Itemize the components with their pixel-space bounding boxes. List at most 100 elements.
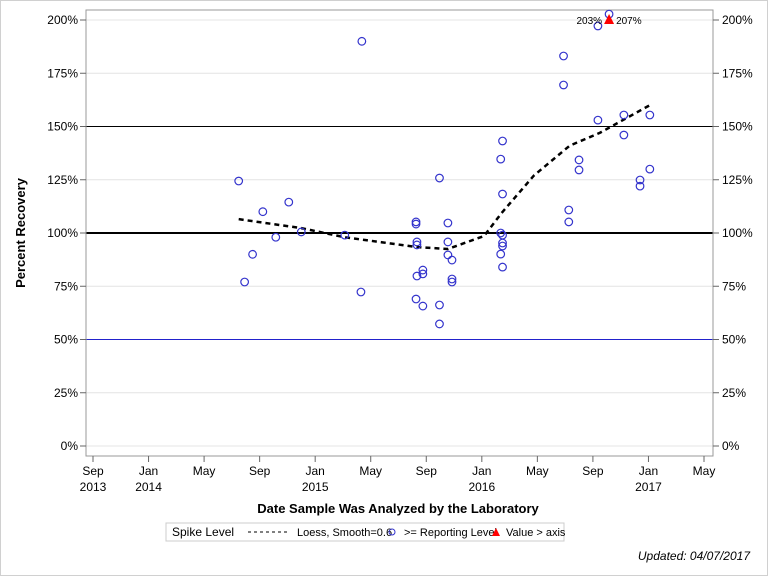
data-point [498,238,507,248]
data-point [498,262,507,272]
legend-triangle-swatch [492,528,500,536]
reference-lines [86,126,713,340]
data-point [496,249,506,259]
updated-text: Updated: 04/07/2017 [638,549,751,563]
y-tick-label-right: 25% [722,386,746,400]
x-axis-title: Date Sample Was Analyzed by the Laborato… [257,501,539,516]
data-point [412,240,422,250]
data-point [340,230,350,240]
data-point [619,130,629,140]
data-point [443,250,453,260]
legend-box [165,522,565,542]
x-tick-label: May [693,464,716,478]
x-tick-year-label: 2015 [302,480,329,494]
x-tick-label: Sep [82,464,104,478]
y-tick-label-right: 0% [722,439,740,453]
y-tick-label: 0% [61,439,79,453]
legend: Spike Level Loess, Smooth=0.6 >= Reporti… [165,522,566,542]
data-point [498,241,507,251]
y-tick-label: 25% [54,386,78,400]
data-point [496,154,506,164]
y-axis-title: Percent Recovery [13,177,28,288]
data-point [498,189,507,199]
data-point [496,228,506,238]
x-axis-ticks: Sep 2013 Jan 2014 May Sep Jan 2015 May Sep Jan 2016… [80,456,716,494]
x-tick-label: Sep [249,464,271,478]
y-tick-label-right: 200% [722,13,753,27]
y-tick-label-right: 125% [722,173,753,187]
y-tick-label: 200% [47,13,78,27]
x-tick-label: Jan [139,464,158,478]
x-tick-label: Jan [472,464,491,478]
data-point [447,255,457,265]
annotation-label: 207% [616,16,642,27]
data-point [412,237,422,247]
data-point [645,110,655,120]
annotation-label: 203% [576,16,602,27]
x-tick-year-label: 2017 [635,480,662,494]
data-point [574,165,584,175]
x-tick-label: May [359,464,382,478]
value-above-axis-marker [604,14,615,24]
x-tick-year-label: 2014 [135,480,162,494]
y-tick-label: 150% [47,120,78,134]
data-point [435,300,444,310]
data-point [447,277,457,287]
y-tick-label: 75% [54,279,78,293]
data-point [418,301,428,311]
data-point [435,173,444,183]
legend-triangle-label: Value > axis [506,527,566,539]
data-point [443,237,453,247]
data-point [619,110,629,120]
x-tick-label: Jan [639,464,658,478]
x-tick-label: Sep [582,464,604,478]
y-tick-label-right: 50% [722,333,746,347]
y-tick-label-right: 100% [722,226,753,240]
data-point [564,205,574,215]
data-point [435,319,444,329]
x-tick-label: Sep [416,464,438,478]
data-point [234,176,244,186]
y-axis-ticks: 0% 0% 25% 25% 50% 50% 75% 75% 100% 100% 125% 125% 15… [47,13,753,453]
loess-line [238,104,651,251]
legend-circle-label: >= Reporting Level [404,527,497,539]
y-tick-label: 175% [47,66,78,80]
data-point [564,217,574,227]
data-points [234,9,655,329]
x-tick-label: May [526,464,549,478]
x-tick-label: May [193,464,216,478]
data-point [284,197,294,207]
data-point [248,249,257,259]
legend-title: Spike Level [172,525,234,539]
data-point [574,155,584,165]
data-point [411,219,421,229]
x-tick-label: Jan [306,464,325,478]
x-tick-year-label: 2013 [80,480,107,494]
legend-circle-swatch [388,528,396,536]
y-tick-label: 100% [47,226,78,240]
data-point [411,294,421,304]
data-point [447,274,457,284]
y-tick-label-right: 175% [722,66,753,80]
data-point [356,287,366,297]
y-tick-label: 125% [47,173,78,187]
data-point [296,227,306,237]
data-point [240,277,250,287]
x-tick-year-label: 2016 [468,480,495,494]
data-point [593,21,603,31]
data-point [635,175,645,185]
data-point [412,271,422,281]
legend-loess-label: Loess, Smooth=0.6 [297,527,392,539]
y-tick-label-right: 150% [722,120,753,134]
y-tick-label: 50% [54,333,78,347]
data-point [258,207,268,217]
loess-curve [238,104,651,251]
data-point [645,164,655,174]
y-tick-label-right: 75% [722,279,746,293]
data-point [559,80,568,90]
data-point [418,265,428,275]
data-point [271,232,281,242]
data-point [498,136,507,146]
data-point [357,36,367,46]
